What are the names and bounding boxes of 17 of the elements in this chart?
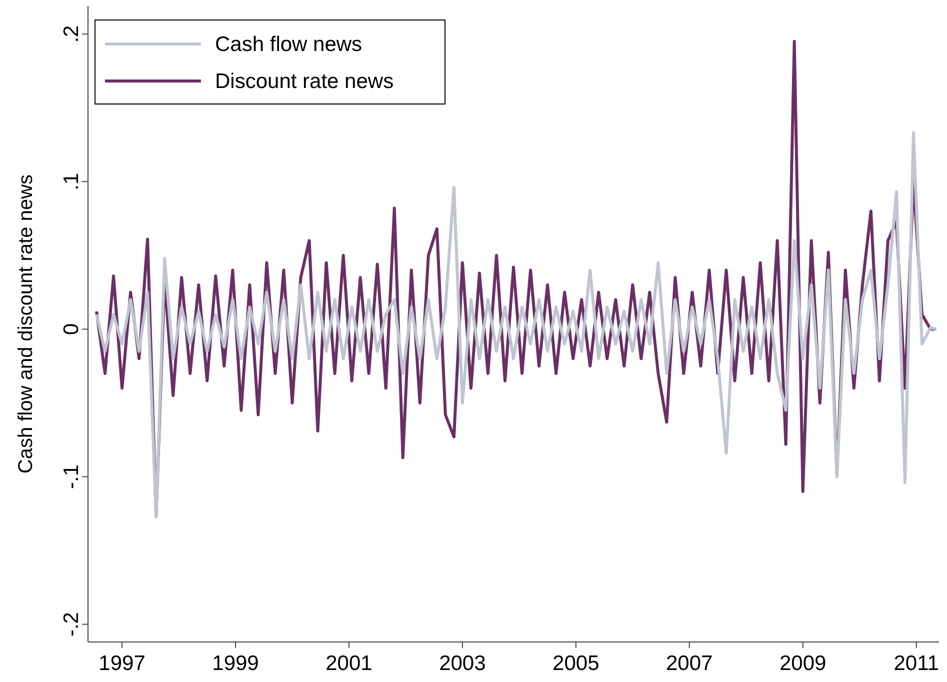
- x-tick-label: 2007: [666, 652, 713, 675]
- y-tick-label: -.2: [60, 612, 83, 637]
- x-tick-label: 2011: [894, 652, 939, 675]
- y-axis-title: Cash flow and discount rate news: [15, 174, 37, 474]
- x-tick-label: 2003: [439, 652, 486, 675]
- x-tick-label: 1999: [212, 652, 259, 675]
- x-tick-label: 1997: [98, 652, 146, 675]
- y-tick-label: -.1: [60, 464, 83, 489]
- y-tick-label: .2: [60, 25, 83, 43]
- x-tick-label: 2005: [552, 652, 600, 675]
- x-tick-label: 2009: [779, 652, 826, 675]
- line-series: [95, 131, 938, 518]
- legend-label: Cash flow news: [215, 33, 362, 56]
- legend-label: Discount rate news: [215, 70, 394, 93]
- y-tick-label: 0: [60, 323, 83, 336]
- y-tick-label: .1: [60, 172, 83, 190]
- x-tick-label: 2001: [326, 652, 372, 675]
